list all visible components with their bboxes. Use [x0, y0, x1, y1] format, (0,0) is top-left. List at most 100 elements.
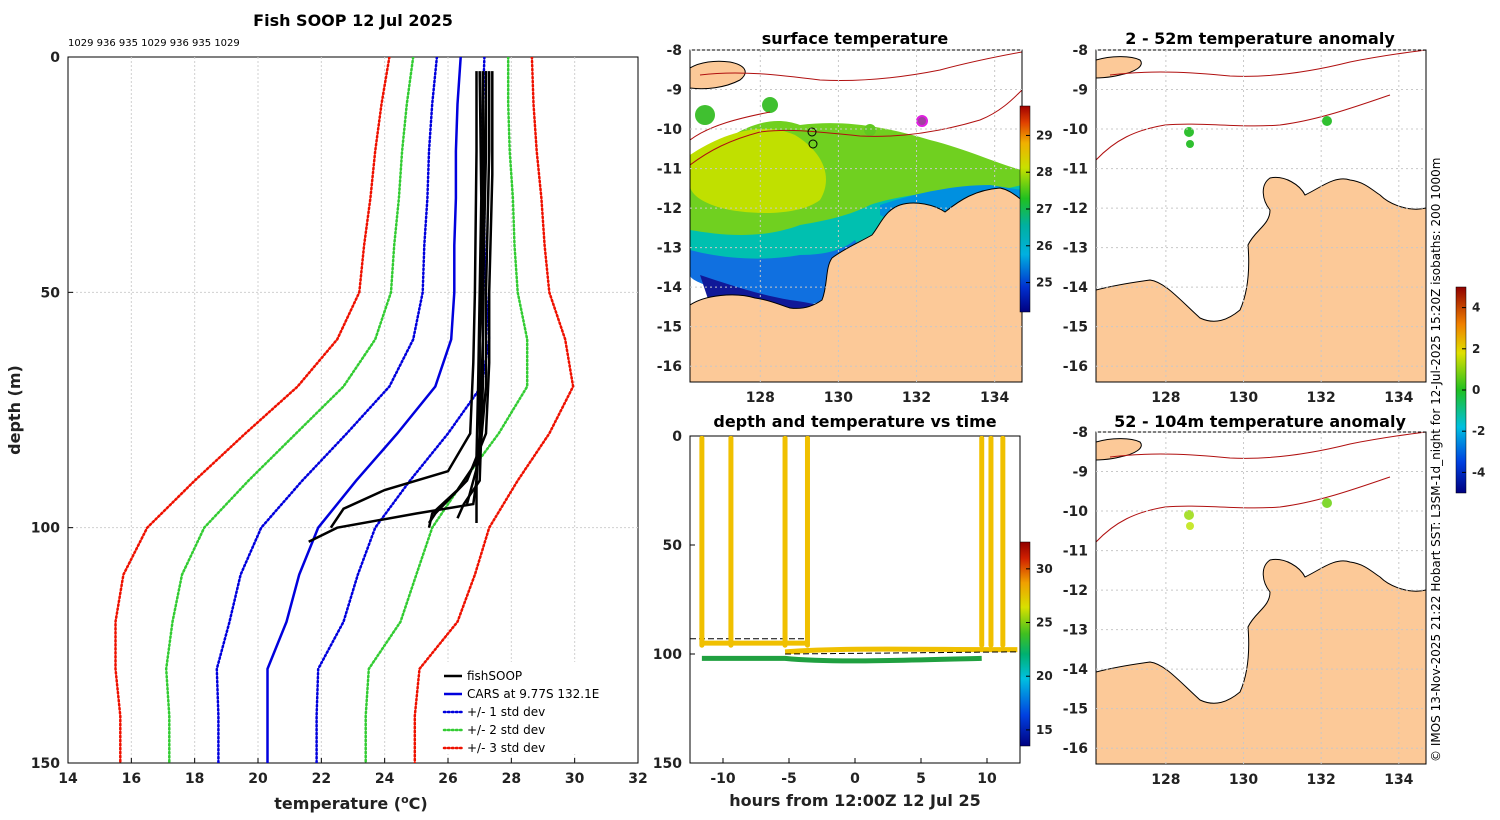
anomaly-deep-lat-tick-label: -13 — [1063, 623, 1088, 639]
profile-y-tick-label: 150 — [31, 756, 60, 772]
profile-subtitle: 1029 936 935 1029 936 935 1029 — [68, 38, 240, 49]
anomaly-deep-lon-tick-label: 130 — [1229, 772, 1258, 788]
anomaly-map-shallow-panel: 2 - 52m temperature anomaly 128 130 132 134… — [1063, 29, 1427, 406]
sst-patch-3 — [864, 124, 876, 136]
profile-legend: fishSOOP CARS at 9.77S 132.1E +/- 1 std de… — [438, 662, 630, 755]
anomaly-deep-site-3 — [1322, 498, 1332, 508]
anomaly-deep-lat-tick-label: -10 — [1063, 504, 1089, 520]
anomaly-colorbar-tick-label: 4 — [1472, 301, 1480, 315]
anomaly-deep-title: 52 - 104m temperature anomaly — [1114, 412, 1406, 431]
sst-map-lon-tick-label: 134 — [980, 390, 1009, 406]
std-dev-2-upper — [364, 57, 529, 763]
anomaly-shallow-lat-tick-label: -16 — [1063, 359, 1088, 375]
profile-x-tick-label: 16 — [122, 771, 141, 787]
fishsoop-profile-7 — [465, 71, 488, 505]
anomaly-colorbar-tick-label: -4 — [1472, 465, 1485, 479]
legend-box — [438, 662, 630, 754]
sst-site-marker-3 — [916, 115, 928, 127]
legend-entry-label: CARS at 9.77S 132.1E — [467, 687, 599, 701]
anomaly-deep-lon-tick-label: 132 — [1307, 772, 1336, 788]
anomaly-colorbar-ticks: -4 -2 0 2 4 — [1462, 301, 1485, 479]
profile-x-label: temperature (oC) — [274, 793, 427, 814]
std-dev-3-lower — [114, 57, 391, 763]
anomaly-deep-lon-tick-label: 128 — [1151, 772, 1180, 788]
anomaly-map-deep-panel: 52 - 104m temperature anomaly 128 130 132 1… — [1063, 412, 1427, 788]
profile-panel: Fish SOOP 12 Jul 2025 1029 936 935 1029 … — [5, 11, 648, 813]
anomaly-deep-site-2 — [1186, 522, 1194, 530]
sst-map-title: surface temperature — [762, 29, 949, 48]
sst-map-lat-tick-label: -12 — [657, 201, 682, 217]
anomaly-shallow-lon-tick-label: 134 — [1384, 390, 1413, 406]
profile-y-ticks: 0 50 100 150 — [31, 50, 73, 772]
sst-isobath-1000 — [699, 51, 1022, 82]
time-series-dives — [690, 436, 1018, 664]
anomaly-shallow-title: 2 - 52m temperature anomaly — [1125, 29, 1395, 48]
bottom-track-warm — [701, 640, 1018, 655]
sst-map-panel: surface temperature 128 130 132 134 -8 -9 -10 -… — [657, 29, 1053, 406]
time-colorbar-tick-label: 15 — [1036, 723, 1053, 737]
anomaly-deep-lat-tick-label: -9 — [1072, 465, 1088, 481]
profile-curves — [114, 57, 575, 763]
profile-x-tick-label: 14 — [58, 771, 78, 787]
time-x-tick-label: 10 — [977, 771, 997, 787]
sst-map-lon-tick-label: 132 — [902, 390, 931, 406]
profile-x-tick-label: 24 — [375, 771, 395, 787]
sst-map-lat-tick-label: -8 — [666, 43, 682, 59]
sst-colorbar-tick-label: 25 — [1036, 276, 1053, 290]
sst-map-lat-tick-label: -16 — [657, 359, 682, 375]
sst-patch-1 — [762, 97, 778, 113]
sst-colorbar-tick-label: 28 — [1036, 165, 1053, 179]
bottom-track-cold — [701, 655, 982, 664]
profile-x-tick-label: 20 — [248, 771, 268, 787]
anomaly-shallow-land — [1096, 176, 1426, 382]
profile-y-tick-label: 100 — [31, 521, 60, 537]
time-colorbar-tick-label: 25 — [1036, 616, 1053, 630]
anomaly-deep-lat-tick-label: -11 — [1063, 544, 1088, 560]
sst-colorbar-tick-label: 27 — [1036, 202, 1053, 216]
anomaly-shallow-lat-tick-label: -8 — [1072, 43, 1088, 59]
cars-mean-profile — [266, 57, 462, 763]
anomaly-deep-lon-tick-label: 134 — [1384, 772, 1413, 788]
anomaly-shallow-land-nw — [1096, 56, 1142, 79]
anomaly-colorbar-tick-label: -2 — [1472, 424, 1485, 438]
time-x-tick-label: 0 — [850, 771, 860, 787]
anomaly-shallow-isobath-1000 — [1109, 50, 1426, 77]
anomaly-deep-ticks: 128 130 132 134 -8 -9 -10 -11 -12 -13 -14 -15 -16 — [1063, 425, 1426, 788]
sst-map-lat-tick-label: -11 — [657, 162, 682, 178]
anomaly-deep-lat-tick-label: -16 — [1063, 741, 1088, 757]
anomaly-shallow-lat-tick-label: -15 — [1063, 320, 1088, 336]
sst-site-marker-1 — [807, 127, 817, 137]
sst-site-marker-2 — [808, 139, 818, 149]
time-y-tick-label: 0 — [672, 429, 682, 445]
sst-colorbar-tick-label: 29 — [1036, 128, 1053, 142]
sst-colorbar-ticks: 25 26 27 28 29 — [1026, 128, 1053, 290]
sst-map-lat-tick-label: -10 — [657, 122, 683, 138]
anomaly-deep-site-1 — [1184, 510, 1194, 520]
anomaly-shallow-site-2 — [1186, 140, 1194, 148]
sst-patch-2 — [695, 105, 715, 125]
sst-map-lat-tick-label: -13 — [657, 241, 682, 257]
time-y-tick-label: 100 — [653, 647, 682, 663]
time-series-x-label: hours from 12:00Z 12 Jul 25 — [729, 791, 980, 810]
anomaly-shallow-lon-tick-label: 128 — [1151, 390, 1180, 406]
time-y-tick-label: 150 — [653, 756, 682, 772]
anomaly-shallow-lat-tick-label: -11 — [1063, 162, 1088, 178]
sst-map-lat-tick-label: -15 — [657, 320, 682, 336]
anomaly-shallow-site-1 — [1184, 127, 1194, 137]
sst-map-lat-tick-label: -9 — [666, 83, 682, 99]
anomaly-deep-isobath-1000 — [1109, 432, 1426, 459]
legend-entry-label: +/- 3 std dev — [467, 741, 545, 755]
profile-x-tick-label: 28 — [502, 771, 521, 787]
profile-y-tick-label: 0 — [50, 50, 60, 66]
time-x-tick-label: -5 — [781, 771, 797, 787]
anomaly-colorbar-tick-label: 0 — [1472, 383, 1480, 397]
anomaly-colorbar-tick-label: 2 — [1472, 342, 1480, 356]
time-colorbar-tick-label: 30 — [1036, 562, 1053, 576]
seabed-depth-line — [690, 638, 1018, 655]
profile-x-tick-label: 32 — [628, 771, 647, 787]
sst-map-lon-tick-label: 128 — [746, 390, 775, 406]
time-x-tick-label: -10 — [710, 771, 736, 787]
profile-x-tick-label: 18 — [185, 771, 204, 787]
sst-colorbar-tick-label: 26 — [1036, 239, 1053, 253]
